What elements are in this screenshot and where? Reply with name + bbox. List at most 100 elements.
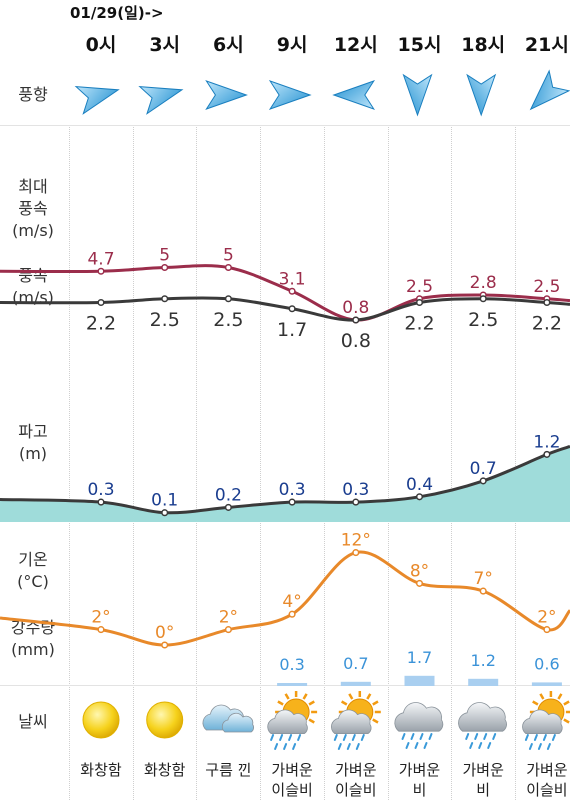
column-divider bbox=[451, 125, 453, 800]
sun-icon bbox=[82, 701, 120, 739]
wind-speed-point bbox=[288, 305, 296, 313]
column-divider bbox=[323, 125, 325, 800]
weather-description: 화창함 bbox=[80, 761, 122, 779]
temperature-value: 12° bbox=[341, 531, 371, 551]
temperature-point bbox=[352, 549, 360, 557]
wave-point bbox=[161, 509, 169, 517]
max-wind-value: 3.1 bbox=[279, 269, 306, 289]
sun-cloud-rain-icon bbox=[267, 691, 318, 750]
temperature-point bbox=[224, 626, 232, 634]
wave-point bbox=[415, 493, 424, 501]
column-divider bbox=[196, 125, 198, 800]
weather-description: 가벼운 비 bbox=[398, 761, 441, 799]
wind-direction-label: 풍향 bbox=[18, 85, 48, 104]
max-wind-value: 0.8 bbox=[342, 298, 369, 318]
wind-speed-value: 2.2 bbox=[532, 313, 562, 335]
wave-point bbox=[288, 498, 296, 506]
wave-value: 0.3 bbox=[342, 480, 369, 500]
hour-label: 15시 bbox=[397, 34, 442, 56]
arrow-south-icon bbox=[402, 73, 433, 117]
wave-point bbox=[543, 450, 551, 458]
arrow-west-icon bbox=[332, 80, 376, 110]
wind-speed-value: 2.5 bbox=[150, 309, 180, 331]
weather-icon-row bbox=[82, 691, 570, 750]
hour-label: 18시 bbox=[461, 34, 506, 56]
temperature-label: 기온 (°C) bbox=[17, 550, 49, 591]
temperature-value: 0° bbox=[155, 623, 174, 643]
rainfall-bar bbox=[468, 678, 499, 686]
arrow-south-icon bbox=[466, 73, 497, 117]
hour-label: 12시 bbox=[333, 34, 378, 56]
max-wind-value: 5 bbox=[159, 246, 170, 266]
wave-point bbox=[224, 503, 232, 511]
temperature-value: 8° bbox=[410, 561, 429, 581]
wave-area bbox=[0, 446, 570, 522]
wind-speed-point bbox=[352, 316, 360, 324]
arrow-east-northeast-icon bbox=[74, 86, 120, 115]
wind-speed-point bbox=[161, 295, 169, 303]
sun-cloud-rain-icon bbox=[331, 691, 381, 750]
wave-point bbox=[352, 498, 360, 506]
wind-speed-value: 2.2 bbox=[404, 313, 434, 335]
date-label: 01/29(일)-> bbox=[70, 4, 164, 22]
wind-speed-value: 0.8 bbox=[341, 330, 371, 352]
cloud-rain-icon bbox=[394, 702, 444, 749]
rainfall-value: 1.7 bbox=[407, 648, 432, 667]
max-wind-label: 최대 풍속 (m/s) bbox=[12, 177, 54, 240]
hour-label: 9시 bbox=[276, 34, 308, 56]
sun-cloud-rain-icon bbox=[522, 691, 570, 750]
arrow-east-northeast-icon bbox=[138, 86, 184, 115]
wind-speed-point bbox=[97, 298, 105, 307]
max-wind-line bbox=[0, 264, 570, 322]
temperature-value: 4° bbox=[282, 592, 301, 612]
forecast-chart: 4.7 5 5 3.1 0.8 2.5 2.8 2.5 2.2 2.5 2.5 1.7 0.8 2.2 2.… bbox=[0, 246, 570, 686]
temperature-point bbox=[288, 610, 296, 618]
wind-speed-point bbox=[415, 298, 424, 307]
weather-label: 날씨 bbox=[18, 712, 48, 731]
wind-speed-value: 2.2 bbox=[86, 313, 116, 335]
column-divider bbox=[69, 125, 70, 800]
wave-value: 1.2 bbox=[533, 432, 560, 452]
wind-speed-value: 2.5 bbox=[213, 309, 243, 331]
rainfall-value: 0.7 bbox=[343, 654, 368, 673]
wind-speed-value: 2.5 bbox=[468, 309, 498, 331]
temperature-value: 2° bbox=[91, 608, 110, 628]
max-wind-value: 2.8 bbox=[470, 273, 497, 293]
hour-label: 0시 bbox=[85, 34, 117, 56]
temperature-value: 2° bbox=[219, 608, 238, 628]
arrow-east-icon bbox=[205, 80, 248, 110]
wave-value: 0.3 bbox=[279, 480, 306, 500]
rainfall-bar bbox=[531, 682, 562, 686]
temperature-line bbox=[0, 550, 570, 647]
weather-description: 가벼운 이슬비 bbox=[271, 761, 313, 799]
temperature-point bbox=[543, 626, 551, 634]
wave-value: 0.4 bbox=[406, 475, 433, 495]
wave-value: 0.2 bbox=[215, 485, 242, 505]
wind-speed-line bbox=[0, 296, 570, 322]
temperature-point bbox=[415, 579, 424, 587]
max-wind-value: 2.5 bbox=[533, 277, 560, 297]
max-wind-point bbox=[97, 267, 105, 275]
column-divider bbox=[514, 125, 516, 800]
weather-description: 구름 낀 bbox=[205, 761, 252, 779]
weather-description: 가벼운 이슬비 bbox=[526, 761, 568, 799]
rainfall-value: 0.6 bbox=[534, 654, 559, 673]
arrow-east-icon bbox=[268, 80, 312, 110]
column-divider bbox=[260, 125, 262, 800]
sun-icon bbox=[146, 701, 184, 739]
wave-value: 0.3 bbox=[87, 480, 114, 500]
max-wind-point bbox=[161, 263, 169, 272]
weather-description: 가벼운 비 bbox=[462, 761, 504, 799]
divider bbox=[0, 125, 570, 126]
weather-description: 화창함 bbox=[143, 761, 186, 779]
max-wind-value: 2.5 bbox=[406, 277, 433, 297]
rainfall-value: 1.2 bbox=[470, 651, 495, 670]
arrow-southwest-icon bbox=[529, 69, 570, 111]
wind-speed-point bbox=[543, 298, 551, 307]
wave-line bbox=[0, 445, 570, 515]
wave-point bbox=[97, 498, 105, 506]
temperature-point bbox=[97, 626, 105, 634]
max-wind-value: 5 bbox=[223, 246, 234, 266]
temperature-point bbox=[479, 587, 487, 595]
rainfall-bar bbox=[340, 681, 371, 686]
